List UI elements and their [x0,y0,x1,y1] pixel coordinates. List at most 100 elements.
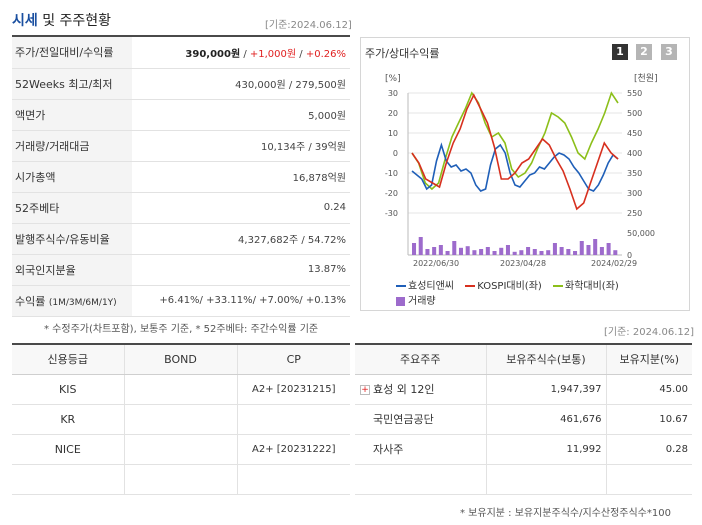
x-axis-ticks: 2022/06/30 2023/04/28 2024/02/29 [413,259,637,268]
volume-bar [559,247,564,255]
chart-legend-volume: 거래량 [396,292,436,307]
change-value: +1,000원 [249,48,297,60]
volume-bar [418,237,423,255]
volume-bar [613,250,618,255]
info-label: 주가/전일대비/수익률 [12,37,132,69]
legend-label: 효성티앤씨 [408,281,454,292]
holder-name-cell [355,464,487,495]
holder-name-cell: 국민연금공단 [355,404,487,435]
chart-page-3-button[interactable]: 3 [661,44,677,60]
agency-cell: NICE [12,434,125,465]
cp-cell: A2+ [20231222] [237,434,350,465]
volume-bar [465,246,470,255]
column-header: 신용등급 [12,344,125,375]
shares-cell: 1,947,397 [486,374,607,405]
left-tick-label: 30 [388,89,398,98]
shares-cell [486,464,607,495]
volume-bar [458,247,463,255]
volume-bar [438,245,443,255]
right-tick-label: 300 [627,189,642,198]
info-value: 10,134주 / 39억원 [132,130,350,162]
left-axis-ticks: 30 20 10 0 -10 -20 -30 [385,89,398,218]
volume-bar [546,250,551,255]
left-tick-label: 10 [388,129,398,138]
table-row: 자사주 11,992 0.28 [355,434,692,465]
volume-bar [519,250,524,255]
credit-rating-table: 신용등급 BOND CP KIS A2+ [20231215] KR NICE … [12,343,350,495]
volume-tick-label: 50,000 [627,229,655,238]
cp-cell: A2+ [20231215] [237,374,350,405]
table-row: NICE A2+ [20231222] [12,434,350,465]
column-header: 보유주식수(보통) [486,344,607,375]
volume-bars [412,237,618,255]
info-label: 52Weeks 최고/최저 [12,68,132,100]
separator: / [240,48,250,60]
cp-cell [237,464,350,495]
expand-plus-icon[interactable]: + [360,384,370,395]
legend-swatch [465,285,476,287]
left-axis-label: [%] [385,74,401,84]
right-tick-label: 400 [627,149,642,158]
info-label: 외국인지분율 [12,254,132,286]
volume-bar [599,247,604,255]
table-header-row: 신용등급 BOND CP [12,344,350,375]
chart-title: 주가/상대수익률 [365,47,440,60]
column-header: BOND [124,344,238,375]
return-label: 수익률 [15,294,46,308]
return-period-label: (1M/3M/6M/1Y) [48,297,117,308]
table-row: 수익률 (1M/3M/6M/1Y) +6.41%/ +33.11%/ +7.00… [12,285,350,317]
info-label: 거래량/거래대금 [12,130,132,162]
section-title: 시세 및 주주현황 [12,10,111,30]
x-tick-label: 2023/04/28 [500,259,546,268]
holder-name-cell: 자사주 [355,434,487,465]
volume-bar [479,249,484,255]
bond-cell [124,434,238,465]
table-row: 52주베타 0.24 [12,192,350,224]
table-row: 발행주식수/유동비율 4,327,682주 / 54.72% [12,223,350,255]
cp-cell [237,404,350,435]
legend-sector: 화학대비(좌) [553,281,619,292]
info-label: 52주베타 [12,192,132,224]
table-row [355,464,692,495]
separator: / [296,48,306,60]
column-header: 보유지분(%) [606,344,692,375]
table-row: 외국인지분율 13.87% [12,254,350,286]
legend-label: KOSPI대비(좌) [477,281,542,292]
major-shareholders-table: 주요주주 보유주식수(보통) 보유지분(%) + 효성 외 12인 1,947,3… [355,343,692,495]
chart-page-1-button[interactable]: 1 [612,44,628,60]
chart-lines [411,91,619,211]
info-label: 발행주식수/유동비율 [12,223,132,255]
holder-name: 효성 외 12인 [373,383,435,396]
top-divider [12,35,350,37]
table-row: 52Weeks 최고/최저 430,000원 / 279,500원 [12,68,350,100]
as-of-date-2: [기준: 2024.06.12] [604,327,695,338]
holder-name-cell: + 효성 외 12인 [355,374,487,405]
volume-axis-ticks: 50,000 0 [627,229,655,260]
volume-bar [593,239,598,255]
column-header: CP [237,344,350,375]
section-title-rest: 및 주주현황 [37,13,112,29]
legend-label: 거래량 [408,296,436,307]
info-value: 5,000원 [132,99,350,131]
table-row: 국민연금공단 461,676 10.67 [355,404,692,435]
legend-swatch [553,285,563,287]
right-tick-label: 350 [627,169,642,178]
volume-tick-label: 0 [627,251,632,260]
agency-cell: KIS [12,374,125,405]
info-value: 13.87% [132,254,350,286]
volume-bar [579,241,584,255]
info-label: 액면가 [12,99,132,131]
chart-legend: 효성티앤씨 KOSPI대비(좌) 화학대비(좌) [396,277,619,292]
table-row: KIS A2+ [20231215] [12,374,350,405]
price-info-table: 주가/전일대비/수익률 390,000원 / +1,000원 / +0.26% … [12,37,350,317]
column-header: 주요주주 [355,344,487,375]
volume-bar [485,247,490,255]
series-line [411,93,619,211]
table-row: 거래량/거래대금 10,134주 / 39억원 [12,130,350,162]
volume-bar [566,249,571,255]
volume-bar [445,251,450,255]
legend-company: 효성티앤씨 [396,281,454,292]
info-value: 4,327,682주 / 54.72% [132,223,350,255]
chart-page-2-button[interactable]: 2 [636,44,652,60]
volume-bar [472,250,477,255]
